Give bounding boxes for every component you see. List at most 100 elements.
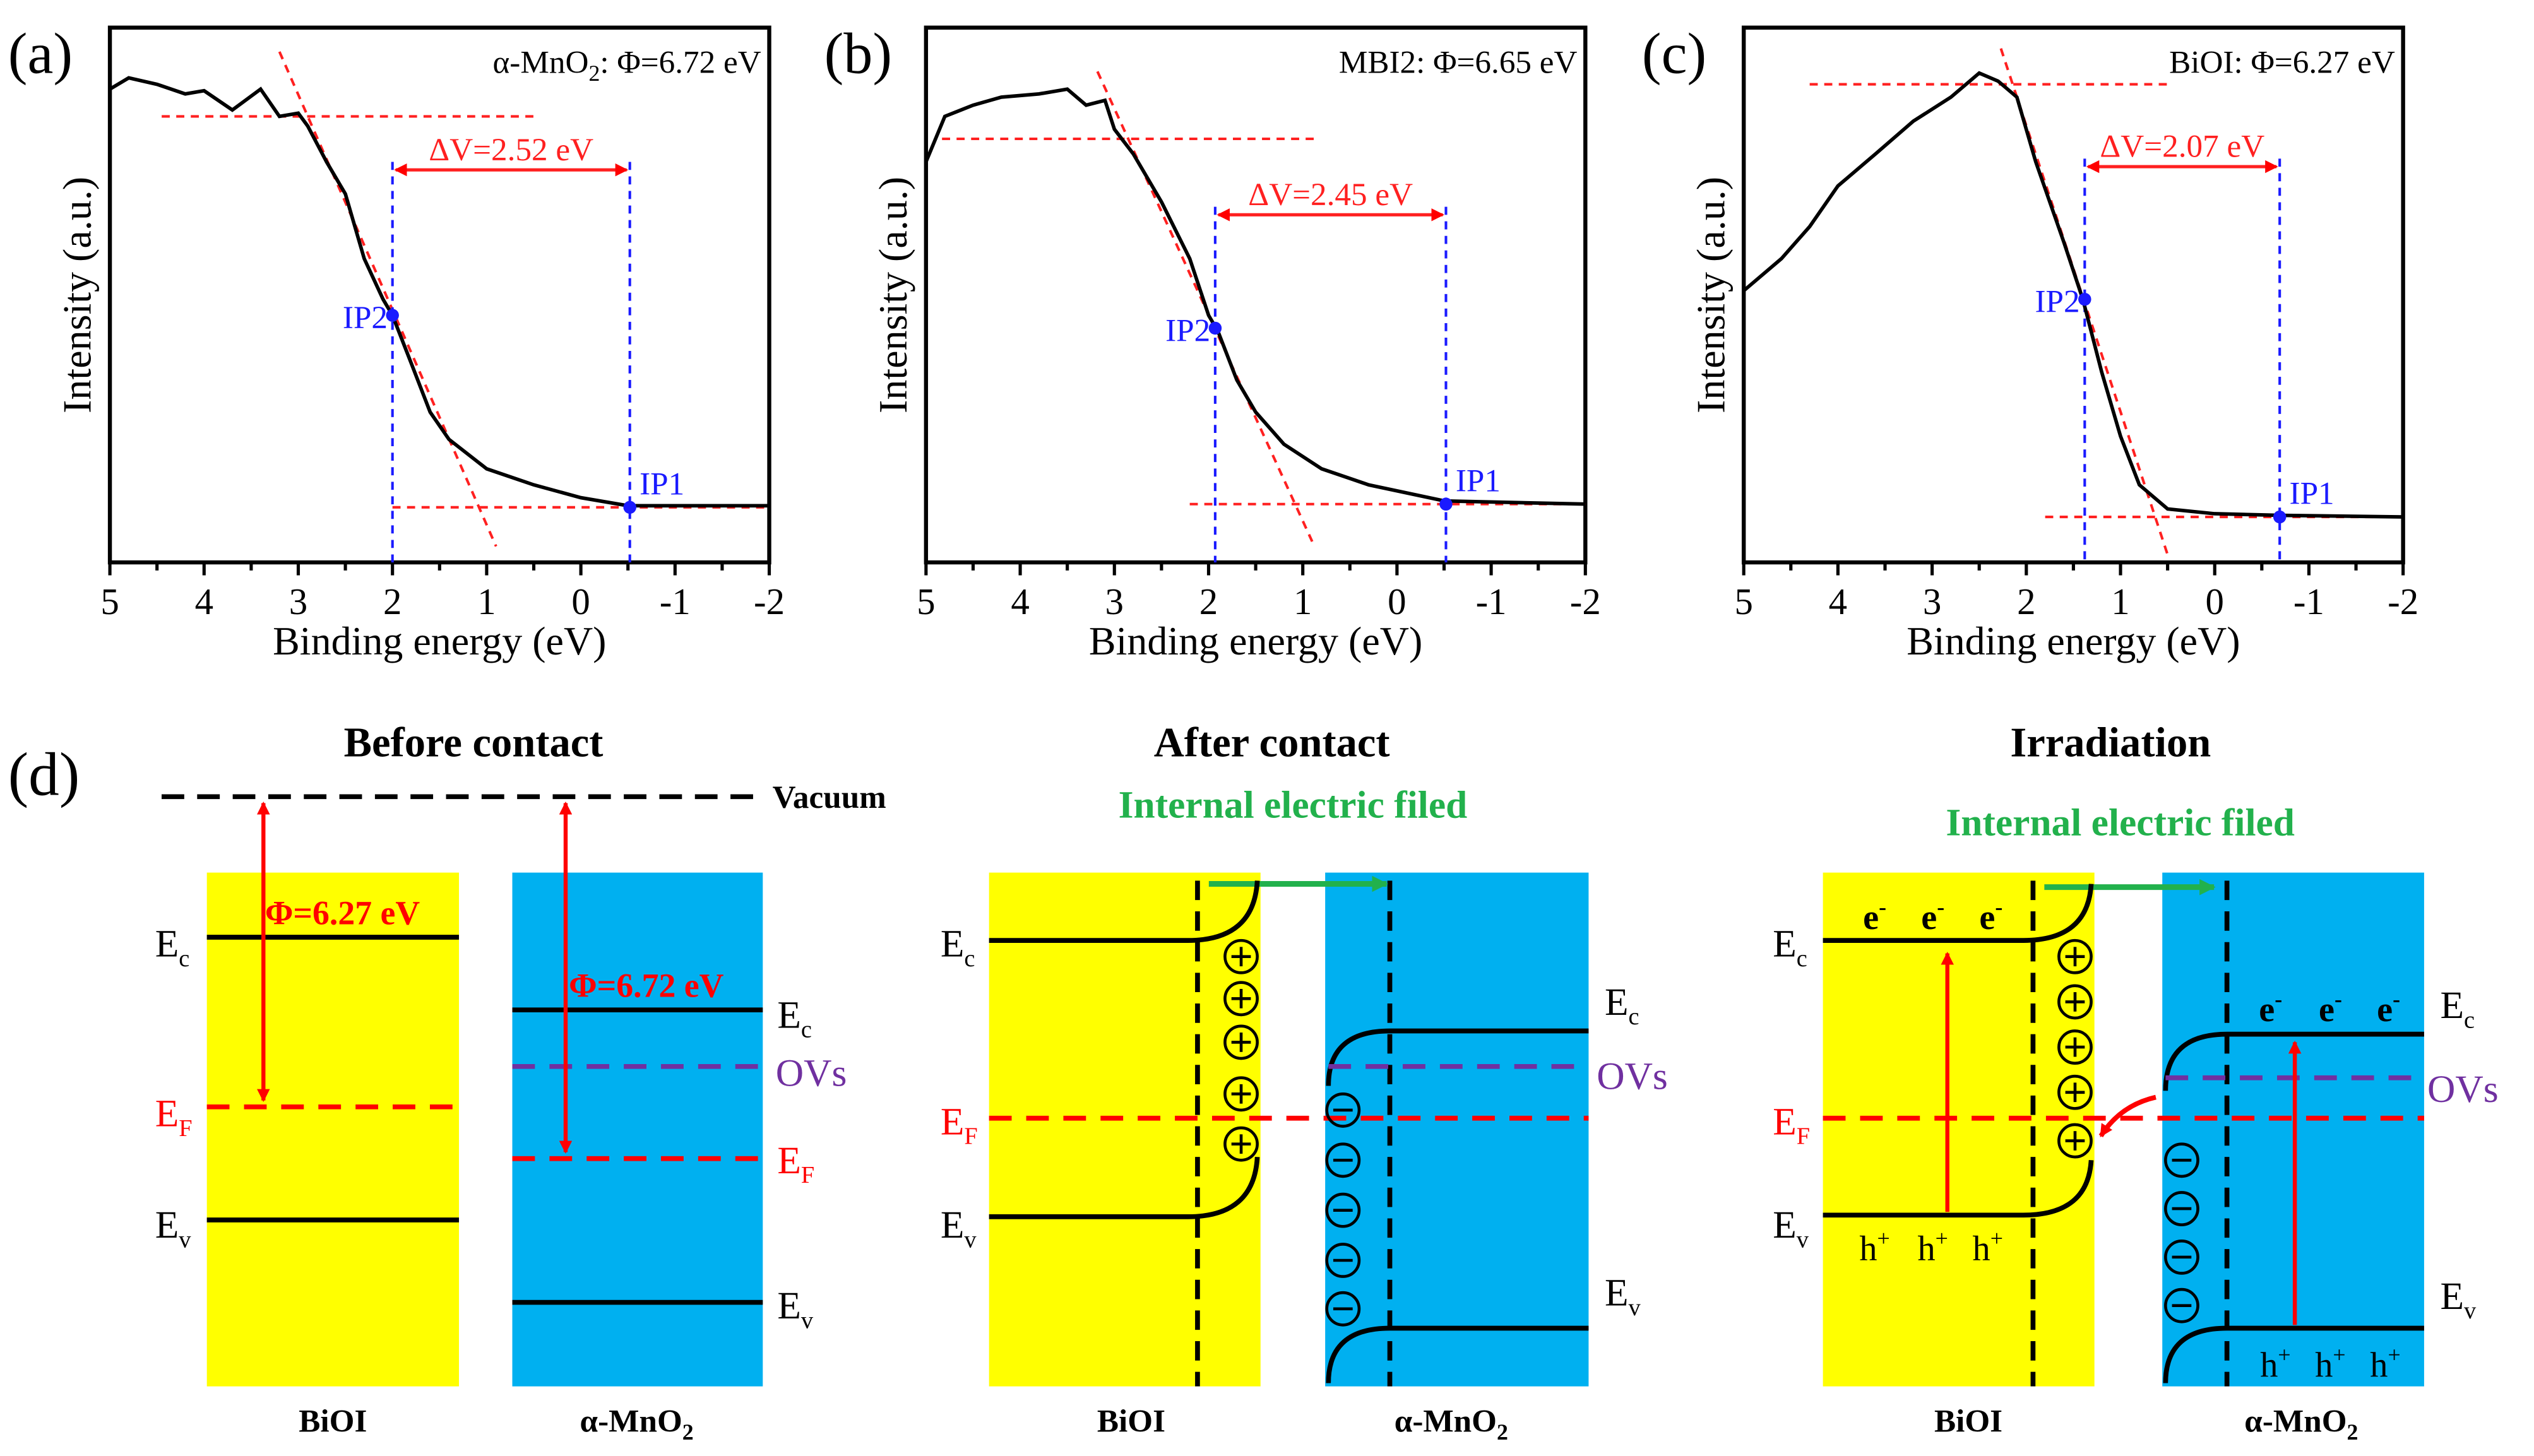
title-after: After contact <box>1154 719 1390 766</box>
title-before: Before contact <box>344 719 604 766</box>
minus-charge-icon <box>2164 1239 2199 1275</box>
plus-charge-icon <box>2057 938 2093 974</box>
phi-mno2: Φ=6.72 eV <box>569 967 724 1005</box>
spectrum-curve <box>924 87 1586 506</box>
label-ef: EF <box>1773 1100 1810 1149</box>
panel-label-d: (d) <box>8 741 80 809</box>
minus-charge-icon <box>1325 1243 1361 1278</box>
holes-mno2: h+ h+ h+ <box>2260 1342 2400 1385</box>
label-ev: Ev <box>777 1284 814 1334</box>
label-ef: EF <box>777 1139 814 1188</box>
material-mno2: α-MnO2 <box>1395 1403 1508 1445</box>
label-ec: Ec <box>2441 984 2475 1033</box>
x-axis-label: Binding energy (eV) <box>1089 619 1422 663</box>
label-ev: Ev <box>1773 1204 1809 1253</box>
label-ec: Ec <box>777 993 812 1043</box>
title-irradiation: Irradiation <box>2010 719 2211 766</box>
x-tick-label: 5 <box>100 581 119 622</box>
field-label: Internal electric filed <box>1119 784 1468 827</box>
electron-label: e- <box>2319 986 2342 1029</box>
minus-charge-icon <box>1325 1142 1361 1178</box>
ip-point <box>2273 510 2287 524</box>
bioi-band <box>1823 872 2095 1387</box>
field-label: Internal electric filed <box>1946 802 2295 844</box>
recombination-arrow <box>2098 1094 2156 1138</box>
mno2-ec <box>1326 1028 1589 1086</box>
y-axis-label: Intensity (a.u.) <box>54 177 99 413</box>
x-tick-label: 2 <box>1199 581 1218 622</box>
chart-panel-0: (a) 5 4 3 2 1 0 -1 -2 Binding energy (eV) Intensit… <box>8 21 785 663</box>
label-ev: Ev <box>941 1204 977 1253</box>
electron-label: e- <box>1921 894 1944 937</box>
hole-label: h+ <box>2315 1342 2345 1385</box>
work-function-annotation: MBI2: Φ=6.65 eV <box>1339 44 1578 80</box>
x-tick-label: -2 <box>1570 581 1601 622</box>
panel-d-irradiation: Irradiation Internal electric filed e-e-… <box>1773 719 2498 1445</box>
panel-label: (a) <box>8 21 73 85</box>
xps-charts: (a) 5 4 3 2 1 0 -1 -2 Binding energy (eV) Intensit… <box>8 21 2418 663</box>
label-ec: Ec <box>155 923 190 972</box>
x-tick-label: 3 <box>1923 581 1941 622</box>
plus-charge-icon <box>1223 938 1259 974</box>
holes-bioi: h+ h+ h+ <box>1859 1226 2003 1269</box>
label-ovs: OVs <box>776 1052 847 1095</box>
panel-label: (b) <box>824 21 892 85</box>
hole-label: h+ <box>2260 1342 2290 1385</box>
x-axis-label: Binding energy (eV) <box>273 619 606 663</box>
minus-charge-icon <box>2164 1191 2199 1226</box>
hole-label: h+ <box>1973 1226 2003 1269</box>
mno2-band <box>512 872 763 1387</box>
panel-label: (c) <box>1642 21 1706 85</box>
phi-bioi: Φ=6.27 eV <box>265 894 420 932</box>
electrons-bioi: e-e-e- <box>1863 894 2002 937</box>
x-tick-label: -1 <box>660 581 691 622</box>
work-function-annotation: BiOI: Φ=6.27 eV <box>2169 44 2395 80</box>
material-mno2: α-MnO2 <box>580 1403 694 1445</box>
mno2-ev <box>2163 1325 2424 1383</box>
mno2-ev <box>1326 1325 1589 1383</box>
bioi-ev <box>1823 1160 2094 1218</box>
x-tick-label: -2 <box>754 581 785 622</box>
fit-line <box>278 51 497 547</box>
label-ev: Ev <box>1605 1272 1641 1321</box>
x-tick-label: 0 <box>2206 581 2224 622</box>
label-ef: EF <box>155 1092 193 1142</box>
ip-label: IP1 <box>2290 476 2335 512</box>
delta-label: ΔV=2.52 eV <box>429 132 593 168</box>
ip-label: IP1 <box>639 466 684 502</box>
x-tick-label: 4 <box>1829 581 1847 622</box>
positive-charges <box>2057 938 2093 1159</box>
minus-charge-icon <box>2164 1142 2199 1178</box>
minus-charge-icon <box>2164 1287 2199 1323</box>
panel-d-after: After contact Internal electric filed Ec… <box>941 719 1668 1445</box>
x-tick-label: 3 <box>1105 581 1124 622</box>
x-tick-label: 4 <box>1011 581 1029 622</box>
x-tick-label: 0 <box>1388 581 1406 622</box>
ip-point <box>1439 497 1453 511</box>
x-tick-label: 1 <box>477 581 496 622</box>
minus-charge-icon <box>1325 1291 1361 1327</box>
work-function-annotation: α-MnO2: Φ=6.72 eV <box>492 44 761 86</box>
x-tick-label: -1 <box>1476 581 1507 622</box>
plus-charge-icon <box>1223 981 1259 1017</box>
material-bioi: BiOI <box>299 1403 367 1439</box>
vacuum-label: Vacuum <box>773 779 886 815</box>
label-ef: EF <box>941 1100 978 1149</box>
y-axis-label: Intensity (a.u.) <box>1688 177 1733 413</box>
plus-charge-icon <box>1223 1024 1259 1060</box>
x-tick-label: 0 <box>571 581 590 622</box>
plus-charge-icon <box>2057 1074 2093 1110</box>
bioi-band <box>206 872 460 1387</box>
electrons-mno2: e-e-e- <box>2259 986 2400 1029</box>
bioi-ev <box>989 1156 1260 1219</box>
mno2-band <box>1325 872 1589 1387</box>
x-tick-label: 2 <box>2017 581 2035 622</box>
material-bioi: BiOI <box>1934 1403 2002 1439</box>
x-tick-label: 1 <box>1294 581 1312 622</box>
electron-label: e- <box>1863 894 1886 937</box>
x-tick-label: -2 <box>2388 581 2418 622</box>
x-tick-label: 5 <box>1734 581 1752 622</box>
minus-charge-icon <box>1325 1092 1361 1128</box>
label-ec: Ec <box>941 923 975 972</box>
